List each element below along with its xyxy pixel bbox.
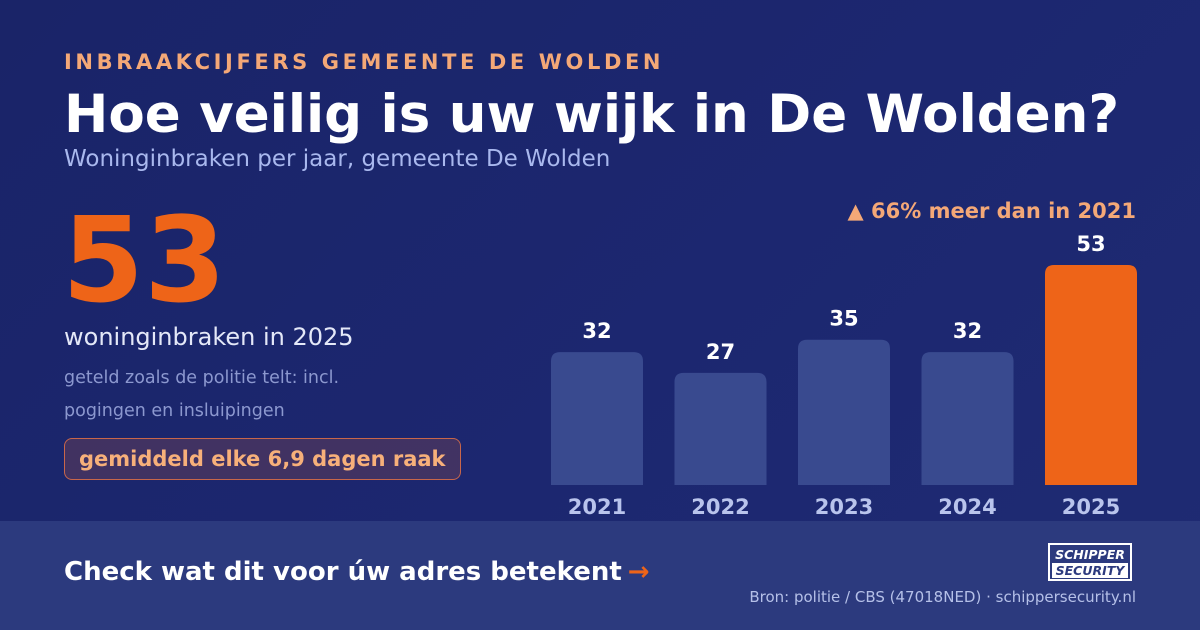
highlight-caption: woninginbraken in 2025 [64, 323, 354, 351]
data-label-2021: 32 [582, 319, 611, 343]
logo-line-1: SCHIPPER [1055, 547, 1125, 562]
source-note: Bron: politie / CBS (47018NED) · schippe… [749, 588, 1136, 606]
cta-text: Check wat dit voor úw adres betekent [64, 557, 622, 587]
subtitle: Woninginbraken per jaar, gemeente De Wol… [64, 146, 611, 172]
data-label-2022: 27 [706, 340, 735, 364]
x-tick-2023: 2023 [815, 495, 873, 519]
data-label-2024: 32 [953, 319, 982, 343]
frequency-badge: gemiddeld elke 6,9 dagen raak [64, 438, 461, 480]
brand-logo: SCHIPPER SECURITY [1048, 543, 1132, 581]
bar-2023 [798, 339, 890, 485]
eyebrow: INBRAAKCIJFERS GEMEENTE DE WOLDEN [64, 50, 665, 74]
highlight-number: 53 [62, 191, 227, 329]
bar-2022 [674, 372, 767, 485]
cta-link[interactable]: Check wat dit voor úw adres betekent → [64, 557, 650, 587]
logo-line-2: SECURITY [1052, 563, 1128, 578]
arrow-right-icon: → [627, 557, 650, 587]
bar-2025 [1045, 265, 1137, 485]
page-title: Hoe veilig is uw wijk in De Wolden? [64, 84, 1120, 145]
x-tick-2022: 2022 [691, 495, 749, 519]
x-tick-2021: 2021 [568, 495, 626, 519]
x-tick-2024: 2024 [938, 495, 996, 519]
x-tick-2025: 2025 [1062, 495, 1120, 519]
data-label-2025: 53 [1076, 232, 1105, 256]
bar-2024 [921, 352, 1014, 485]
delta-text: ▲ 66% meer dan in 2021 [847, 199, 1136, 223]
bar-chart: 32 2021 27 2022 35 2023 32 2024 53 2025 [551, 232, 1137, 519]
counting-note: geteld zoals de politie telt: incl. pogi… [64, 368, 340, 421]
bar-2021 [551, 352, 643, 485]
data-label-2023: 35 [829, 307, 858, 331]
delta-indicator: ▲ 66% meer dan in 2021 [848, 199, 1136, 223]
footer-bar [0, 521, 1200, 630]
